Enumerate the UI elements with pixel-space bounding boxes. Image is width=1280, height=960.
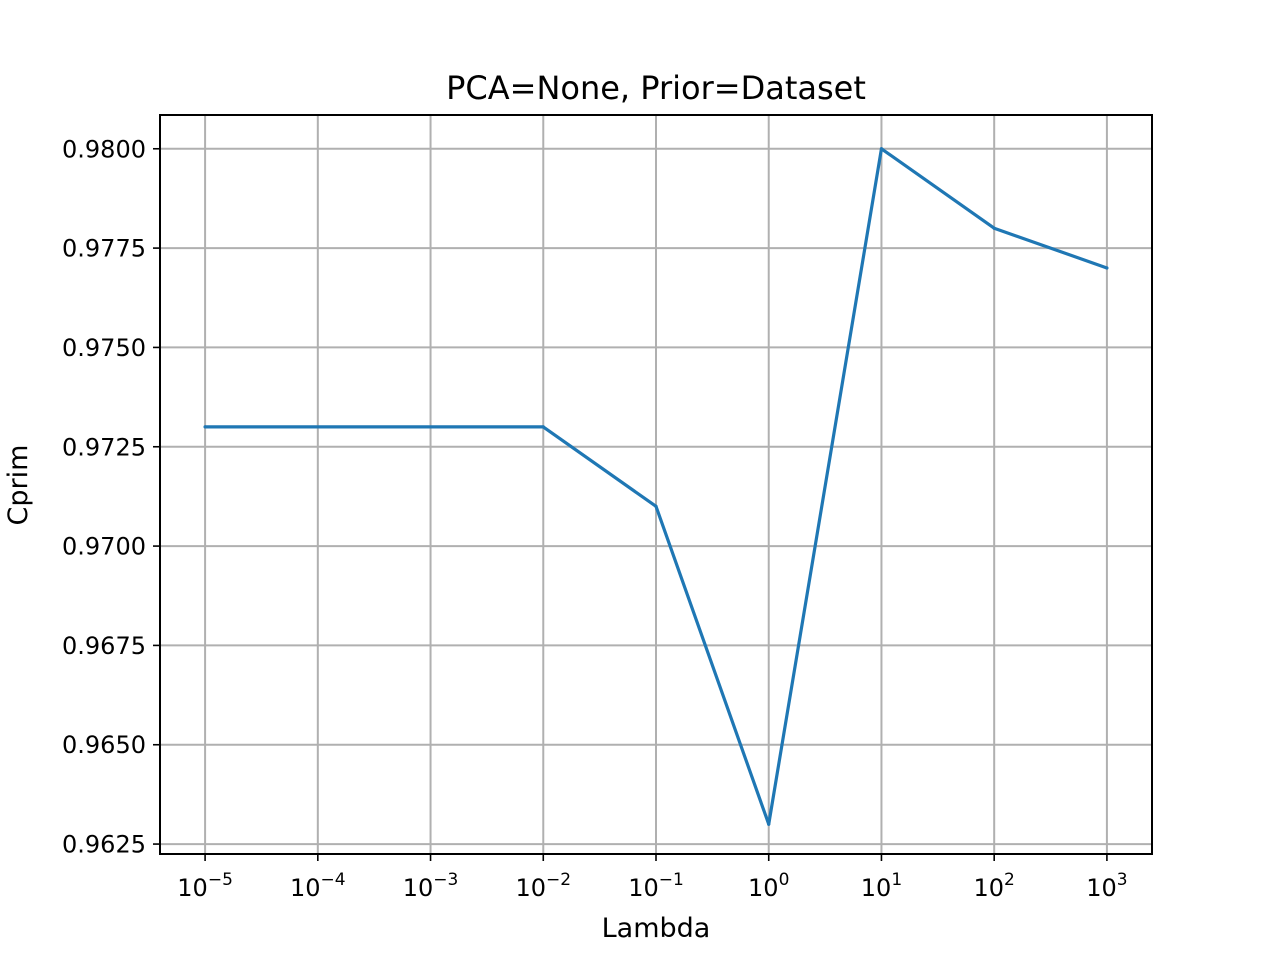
data-point [654,505,657,508]
data-point [993,227,996,230]
x-axis-label: Lambda [602,913,711,944]
x-tick-base: 10 [748,874,779,902]
x-tick-base: 10 [628,874,659,902]
x-tick-base: 10 [1086,874,1117,902]
x-tick-base: 10 [973,874,1004,902]
data-point [767,823,770,826]
x-tick-exponent: 2 [1004,870,1015,890]
x-tick-exponent: 0 [779,870,790,890]
x-tick-exponent: −1 [659,870,684,890]
data-point [542,425,545,428]
y-tick-label: 0.9700 [62,533,146,561]
x-tick-exponent: 1 [891,870,902,890]
x-tick-exponent: 3 [1117,870,1128,890]
data-point [880,147,883,150]
y-tick-label: 0.9750 [62,334,146,362]
data-point [1105,266,1108,269]
chart-title: PCA=None, Prior=Dataset [446,69,866,107]
x-tick-exponent: −2 [546,870,571,890]
y-tick-label: 0.9625 [62,831,146,859]
x-tick-base: 10 [403,874,434,902]
y-tick-label: 0.9650 [62,731,146,759]
x-tick-labels: 10−5 10−4 10−3 10−2 10−1 100 101 102 103 [177,870,1127,902]
y-tick-label: 0.9775 [62,235,146,263]
x-tick-base: 10 [515,874,546,902]
data-point [203,425,206,428]
x-tick-base: 10 [177,874,208,902]
x-tick-exponent: −4 [321,870,346,890]
x-tick-exponent: −5 [208,870,233,890]
x-tick-base: 10 [861,874,892,902]
x-tick-base: 10 [290,874,321,902]
x-tick-exponent: −3 [433,870,458,890]
y-tick-label: 0.9725 [62,433,146,461]
y-tick-label: 0.9675 [62,632,146,660]
y-axis-label: Cprim [3,445,34,526]
y-tick-label: 0.9800 [62,135,146,163]
